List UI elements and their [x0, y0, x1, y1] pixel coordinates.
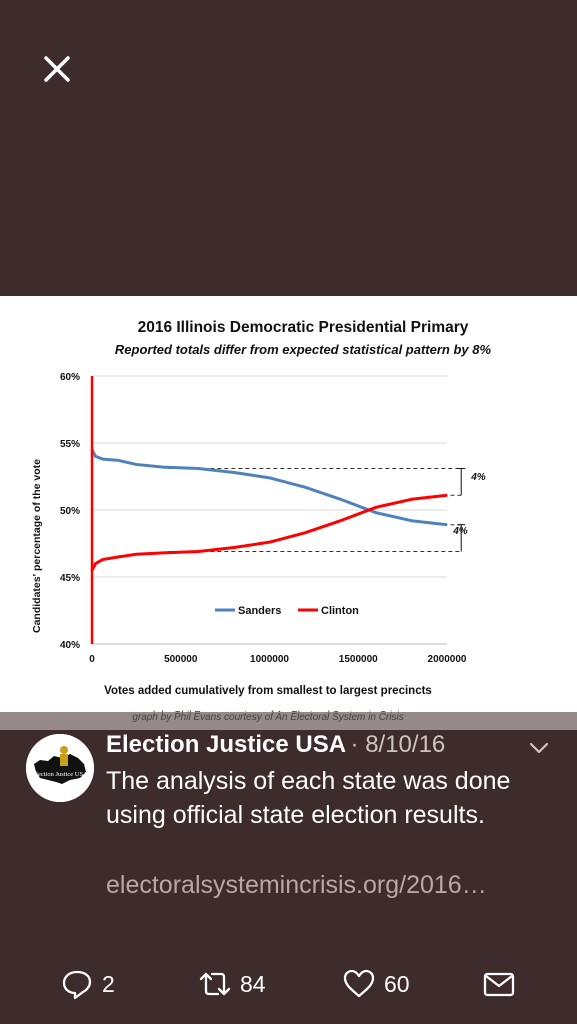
reply-icon [62, 970, 92, 1000]
close-button[interactable] [40, 52, 74, 86]
y-tick-label: 45% [60, 573, 80, 584]
direct-message-button[interactable] [482, 962, 516, 1006]
avatar-text: Election Justice USA [32, 771, 88, 778]
author-name[interactable]: Election Justice USA [106, 731, 347, 758]
annotation-label: 4% [452, 526, 468, 537]
envelope-icon [483, 972, 515, 997]
chart-credit-overlay: graph by Phil Evans courtesy of An Elect… [132, 712, 403, 723]
chart-credit: graph by Phil Evans courtesy of An Elect… [132, 710, 403, 712]
retweet-count: 84 [240, 970, 266, 997]
y-axis-label: Candidates' percentage of the vote [31, 459, 43, 633]
x-tick-label: 1500000 [339, 654, 378, 665]
chart-subtitle: Reported totals differ from expected sta… [115, 342, 492, 357]
tweet-link[interactable]: electoralsystemincrisis.org/2016… [106, 871, 487, 899]
x-tick-label: 0 [89, 654, 95, 665]
chart-title: 2016 Illinois Democratic Presidential Pr… [138, 319, 469, 336]
y-axis: 40% 45% 50% 55% 60% [60, 372, 80, 651]
y-tick-label: 40% [60, 640, 80, 651]
chart-series [90, 376, 448, 644]
legend-label-sanders: Sanders [238, 605, 281, 617]
series-line-sanders [90, 448, 448, 527]
x-tick-label: 1000000 [250, 654, 289, 665]
chart-legend: Sanders Clinton [215, 605, 359, 617]
chart-annotations: 4% 4% [452, 467, 486, 552]
retweet-button[interactable]: 84 [198, 962, 266, 1006]
avatar-logo-image: Election Justice USA [26, 734, 94, 802]
x-tick-label: 500000 [164, 654, 198, 665]
tweet-actions: 2 84 60 [0, 962, 577, 1010]
series-line-clinton [90, 493, 448, 572]
x-axis: 0 500000 1000000 1500000 2000000 [89, 654, 467, 665]
annotation-label: 4% [470, 472, 486, 483]
y-tick-label: 50% [60, 506, 80, 517]
heart-icon [343, 969, 375, 998]
tweet-media-image[interactable]: 2016 Illinois Democratic Presidential Pr… [0, 296, 577, 712]
tweet-header: Election Justice USA · 8/10/16 [106, 731, 445, 763]
reply-button[interactable]: 2 [60, 962, 115, 1006]
line-chart: 2016 Illinois Democratic Presidential Pr… [31, 319, 492, 712]
tweet-date: · 8/10/16 [350, 731, 446, 758]
close-icon [44, 56, 70, 82]
legend-label-clinton: Clinton [321, 605, 359, 617]
retweet-icon [199, 972, 231, 996]
more-options-button[interactable] [526, 738, 552, 758]
y-tick-label: 60% [60, 372, 80, 383]
media-caption-overlay: graph by Phil Evans courtesy of An Elect… [0, 712, 577, 730]
tweet-text: The analysis of each state was done usin… [106, 767, 511, 829]
x-axis-label: Votes added cumulatively from smallest t… [104, 685, 432, 697]
avatar[interactable]: Election Justice USA [26, 734, 94, 802]
reply-count: 2 [102, 970, 115, 997]
chart-grid [92, 375, 447, 645]
like-count: 60 [384, 970, 410, 997]
y-tick-label: 55% [60, 439, 80, 450]
like-button[interactable]: 60 [342, 962, 410, 1006]
x-tick-label: 2000000 [428, 654, 467, 665]
chevron-down-icon [529, 742, 549, 754]
